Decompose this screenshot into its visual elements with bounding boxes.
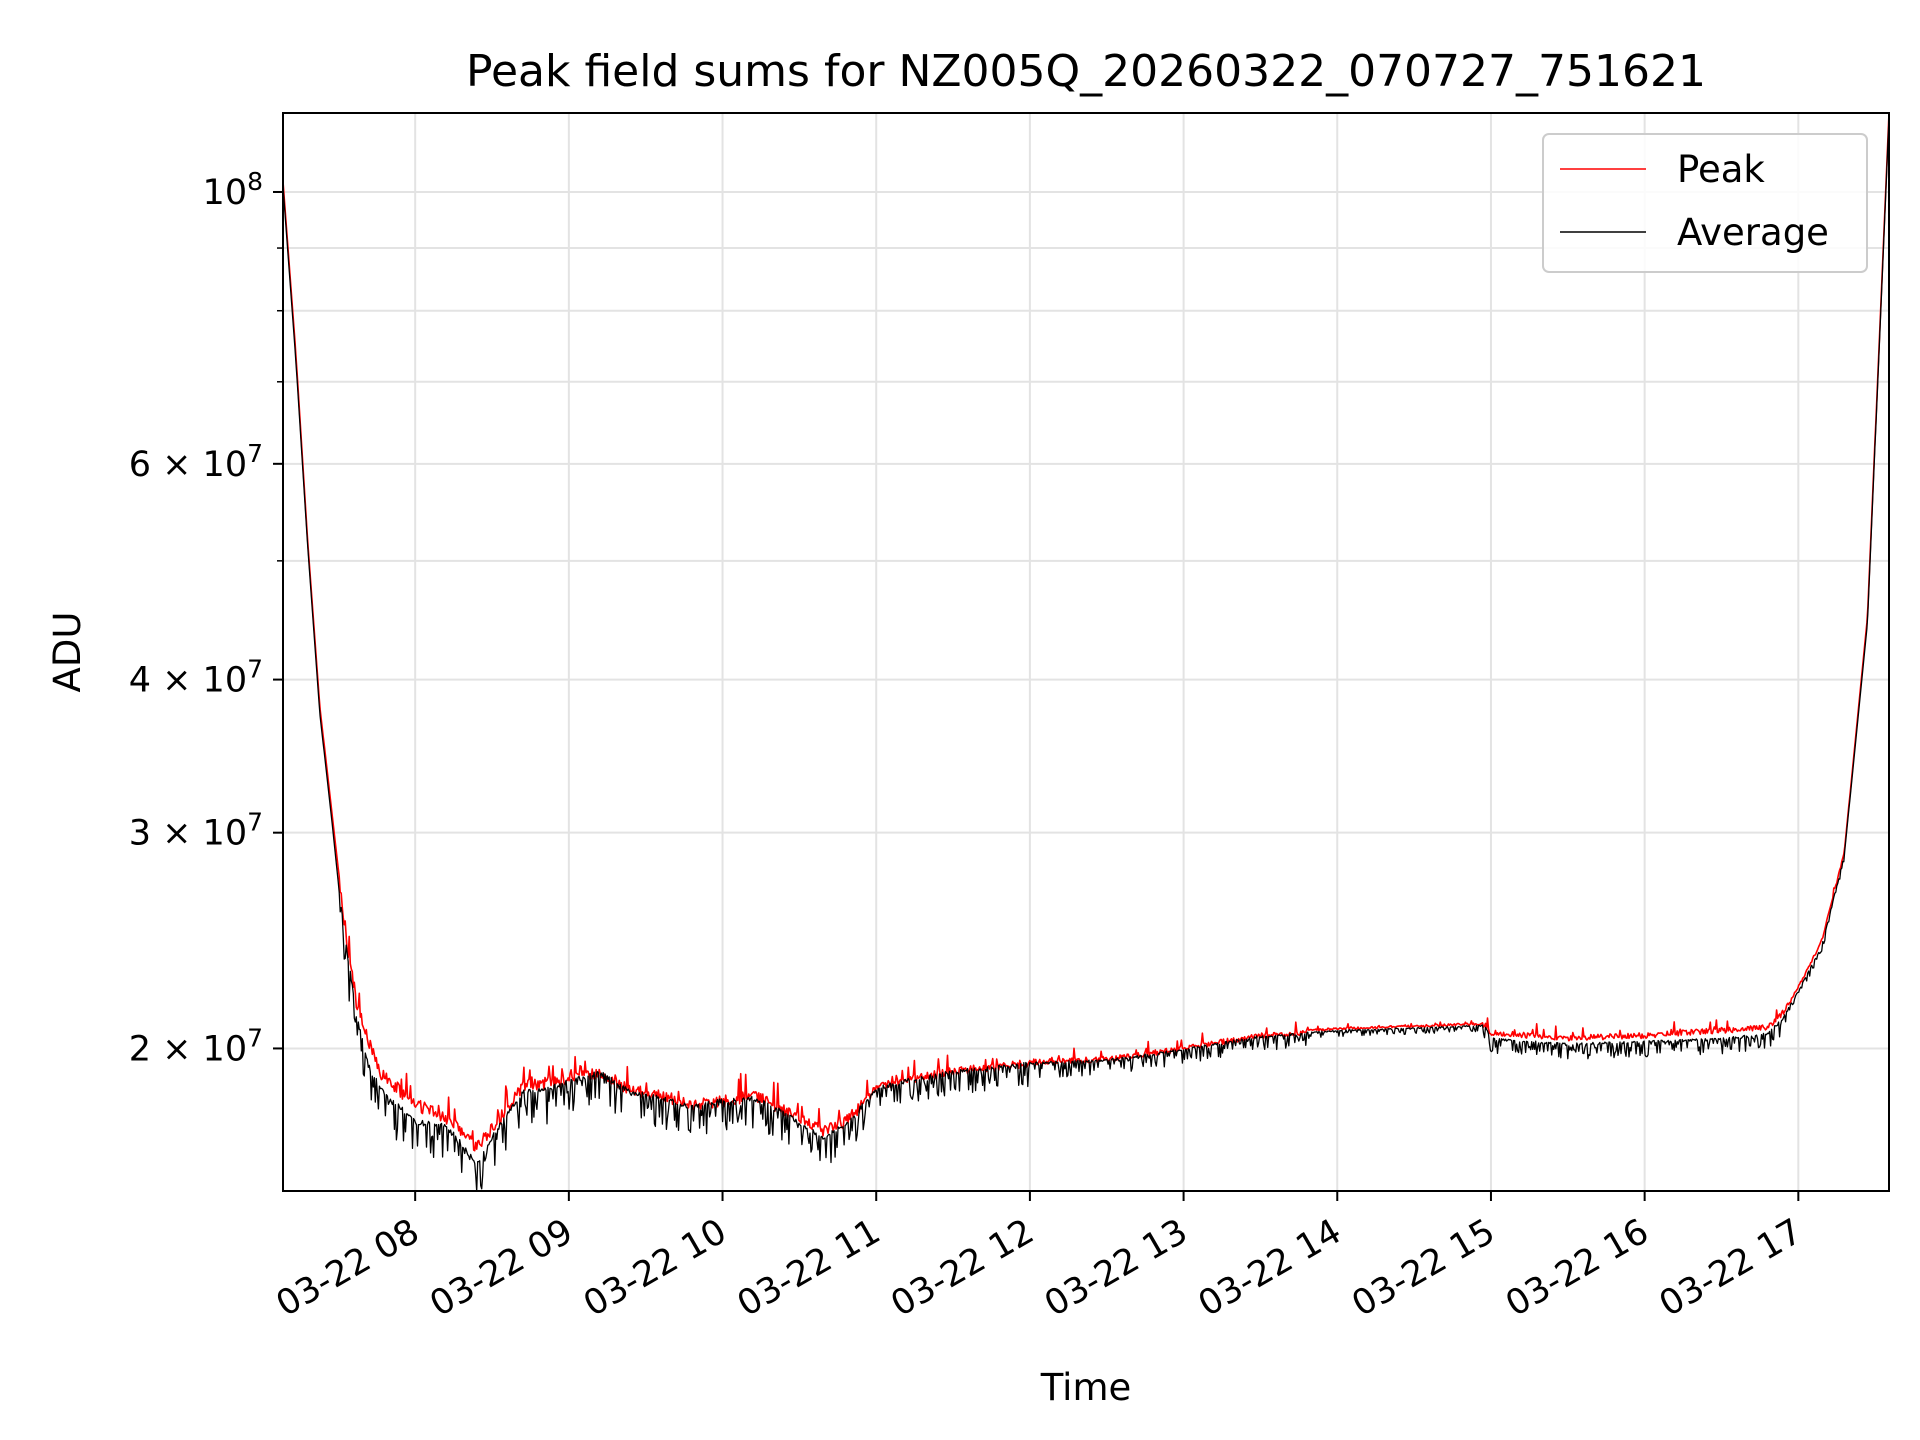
series-area bbox=[283, 113, 1889, 1191]
x-axis-title: Time bbox=[1040, 1366, 1132, 1409]
y-tick-label: 2 × 107 bbox=[129, 1023, 263, 1069]
legend: Peak Average bbox=[1542, 133, 1868, 273]
y-tick-label: 6 × 107 bbox=[129, 439, 263, 485]
y-axis-title: ADU bbox=[46, 612, 89, 693]
legend-peak-label: Peak bbox=[1677, 148, 1765, 191]
chart-title: Peak field sums for NZ005Q_20260322_0707… bbox=[466, 46, 1706, 97]
legend-average-label: Average bbox=[1677, 211, 1829, 254]
y-tick-exponent: 7 bbox=[247, 1023, 263, 1052]
y-tick-label: 4 × 107 bbox=[129, 655, 263, 701]
y-tick-mantissa: 2 × 10 bbox=[129, 1029, 247, 1069]
plot-frame bbox=[282, 112, 1890, 1192]
y-tick-mantissa: 3 × 10 bbox=[129, 814, 247, 854]
peak-series-line bbox=[283, 113, 1889, 1152]
y-tick-base: 10 bbox=[203, 173, 248, 213]
y-tick-exponent: 8 bbox=[247, 167, 263, 196]
y-tick-mantissa: 6 × 10 bbox=[129, 445, 247, 485]
y-tick-exponent: 7 bbox=[247, 808, 263, 837]
y-tick-label: 3 × 107 bbox=[129, 808, 263, 854]
y-tick-label: 108 bbox=[203, 167, 263, 213]
y-tick-exponent: 7 bbox=[247, 439, 263, 468]
y-tick-exponent: 7 bbox=[247, 655, 263, 684]
average-series-line bbox=[283, 117, 1889, 1191]
y-tick-mantissa: 4 × 10 bbox=[129, 661, 247, 701]
